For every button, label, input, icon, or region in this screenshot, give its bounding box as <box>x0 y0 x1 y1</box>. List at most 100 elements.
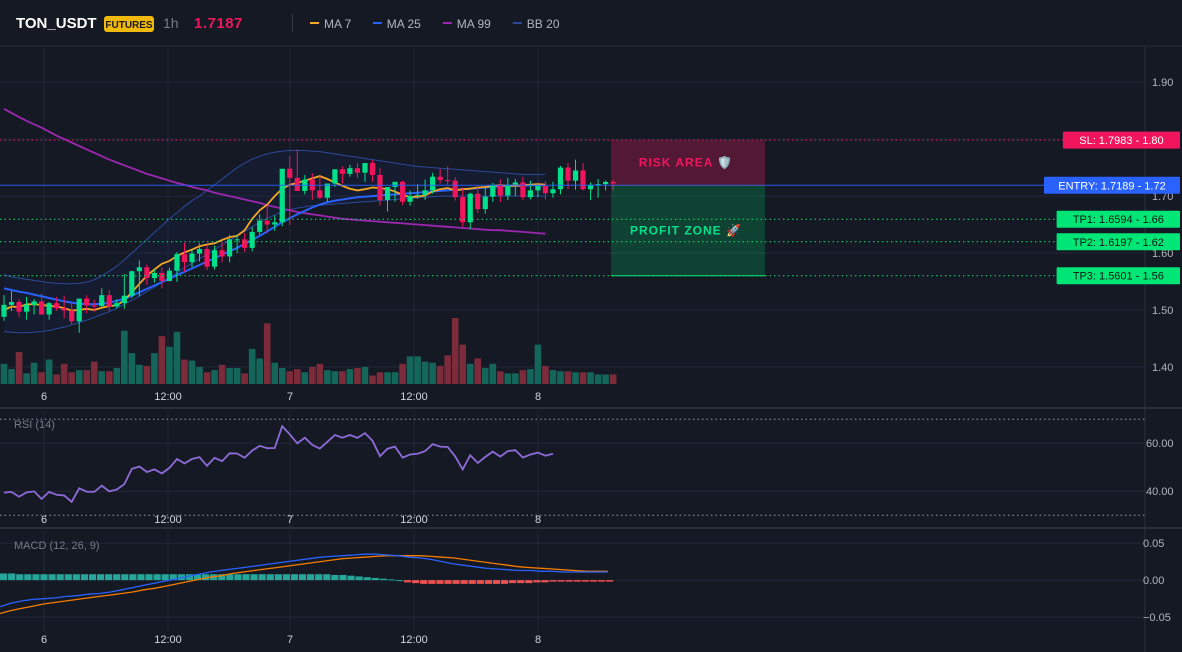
macd-histogram-bar-70 <box>565 580 573 582</box>
volume-bar-13 <box>98 371 106 384</box>
candle-body-38 <box>287 168 293 178</box>
candle-body-13 <box>99 295 105 306</box>
macd-histogram-bar-29 <box>234 574 242 581</box>
candle-body-65 <box>490 185 496 197</box>
macd-histogram-bar-4 <box>32 574 40 581</box>
volume-bar-75 <box>564 371 572 384</box>
candle-body-69 <box>520 182 526 198</box>
candle-body-53 <box>399 181 406 202</box>
volume-bar-73 <box>549 370 557 384</box>
macd-histogram-bar-25 <box>202 574 210 581</box>
volume-bar-36 <box>271 362 279 384</box>
candle-body-52 <box>392 181 398 187</box>
indicator-legend: MA 7 MA 25 MA 99 BB 20 <box>310 17 560 31</box>
candle-body-47 <box>354 168 361 173</box>
bb-upper-line <box>3 150 546 285</box>
volume-bar-19 <box>143 365 151 384</box>
candle-body-19 <box>144 267 150 279</box>
volume-bar-48 <box>361 366 369 384</box>
candlesticks <box>1 149 616 333</box>
candle-body-66 <box>497 185 503 196</box>
volume-bar-4 <box>30 362 38 384</box>
volume-bar-11 <box>83 370 91 384</box>
level-tag-bg-0 <box>1062 131 1180 149</box>
candle-body-57 <box>430 176 436 191</box>
macd-histogram-bar-38 <box>307 574 315 581</box>
level-tag-bg-1 <box>1044 176 1180 194</box>
level-tags: SL: 1.7983 - 1.80 ENTRY: 1.7189 - 1.72 TP1… <box>1044 131 1180 285</box>
rsi-tick-0: 60.00 <box>1146 438 1174 450</box>
rsi-panel[interactable]: RSI (14) 60.00 40.00 <box>0 418 1174 516</box>
rsi-title: RSI (14) <box>14 419 55 431</box>
level-tag-0: SL: 1.7983 - 1.80 <box>1079 135 1163 147</box>
macd-panel[interactable]: MACD (12, 26, 9) 0.05 0.00 −0.05 <box>0 538 1171 624</box>
candle-body-30 <box>227 239 233 257</box>
candle-body-5 <box>39 301 45 315</box>
macd-histogram-bar-63 <box>509 580 517 584</box>
macd-histogram-bar-47 <box>379 578 387 581</box>
candle-body-8 <box>61 308 67 311</box>
time-label-2-3: 12:00 <box>400 634 428 646</box>
volume-bar-33 <box>248 348 256 384</box>
candle-body-31 <box>234 239 240 241</box>
macd-histogram-bar-53 <box>428 580 436 584</box>
macd-histogram-bar-51 <box>412 580 420 584</box>
macd-histogram-bar-34 <box>274 574 282 581</box>
macd-histogram-bar-73 <box>589 580 598 582</box>
macd-histogram-bar-52 <box>420 580 428 584</box>
macd-histogram-bar-43 <box>347 575 355 581</box>
volume-bar-76 <box>572 372 579 384</box>
volume-bar-17 <box>128 353 136 384</box>
symbol-title[interactable]: TON_USDT <box>16 15 97 32</box>
candle-body-81 <box>610 181 616 184</box>
level-tag-bg-4 <box>1056 267 1180 285</box>
volume-bar-27 <box>203 372 211 384</box>
futures-badge-bg <box>104 16 154 32</box>
macd-histogram-bar-3 <box>24 574 32 581</box>
candle-body-26 <box>196 249 203 254</box>
time-label-0-2: 7 <box>287 391 293 403</box>
volume-bar-72 <box>542 365 549 384</box>
candle-body-27 <box>204 249 210 267</box>
price-tick-5: 1.40 <box>1152 362 1173 374</box>
profit-zone-label: PROFIT ZONE 🚀 <box>630 224 742 238</box>
candle-body-76 <box>572 170 579 181</box>
candle-body-62 <box>467 193 473 223</box>
candle-body-48 <box>362 163 368 173</box>
macd-histogram-bar-49 <box>395 580 404 582</box>
macd-histogram-bar-55 <box>444 580 452 584</box>
volume-bar-63 <box>474 358 482 384</box>
macd-histogram-bar-23 <box>185 574 194 581</box>
candle-body-56 <box>422 190 428 195</box>
candle-body-59 <box>445 180 451 182</box>
macd-histogram-bar-48 <box>387 579 396 581</box>
macd-title: MACD (12, 26, 9) <box>14 540 100 552</box>
legend-swatch-0 <box>310 22 319 24</box>
interval-label[interactable]: 1h <box>163 15 179 31</box>
macd-histogram-bar-71 <box>573 580 581 582</box>
candle-body-51 <box>384 186 391 201</box>
level-tag-1: ENTRY: 1.7189 - 1.72 <box>1058 180 1165 192</box>
time-label-0-3: 12:00 <box>400 391 428 403</box>
candle-body-55 <box>415 194 421 197</box>
macd-histogram-bar-0 <box>0 573 8 581</box>
candle-body-46 <box>347 168 353 174</box>
macd-histogram-bar-62 <box>500 580 509 584</box>
ma99-line <box>3 108 546 235</box>
candle-body-17 <box>129 271 135 296</box>
volume-bar-49 <box>369 375 376 384</box>
candle-body-72 <box>542 185 549 194</box>
volume-bar-81 <box>609 374 617 384</box>
header-divider <box>292 14 293 32</box>
volume-bar-12 <box>90 361 98 384</box>
macd-tick-2: −0.05 <box>1143 612 1171 624</box>
volume-bar-24 <box>181 359 188 384</box>
volume-bar-40 <box>301 372 309 384</box>
volume-bar-22 <box>166 346 173 384</box>
volume-bar-28 <box>211 370 218 384</box>
volume-bar-43 <box>324 370 331 384</box>
macd-histogram-bar-15 <box>121 574 129 581</box>
macd-histogram-bar-56 <box>452 580 460 584</box>
time-label-1-0: 6 <box>41 514 47 526</box>
